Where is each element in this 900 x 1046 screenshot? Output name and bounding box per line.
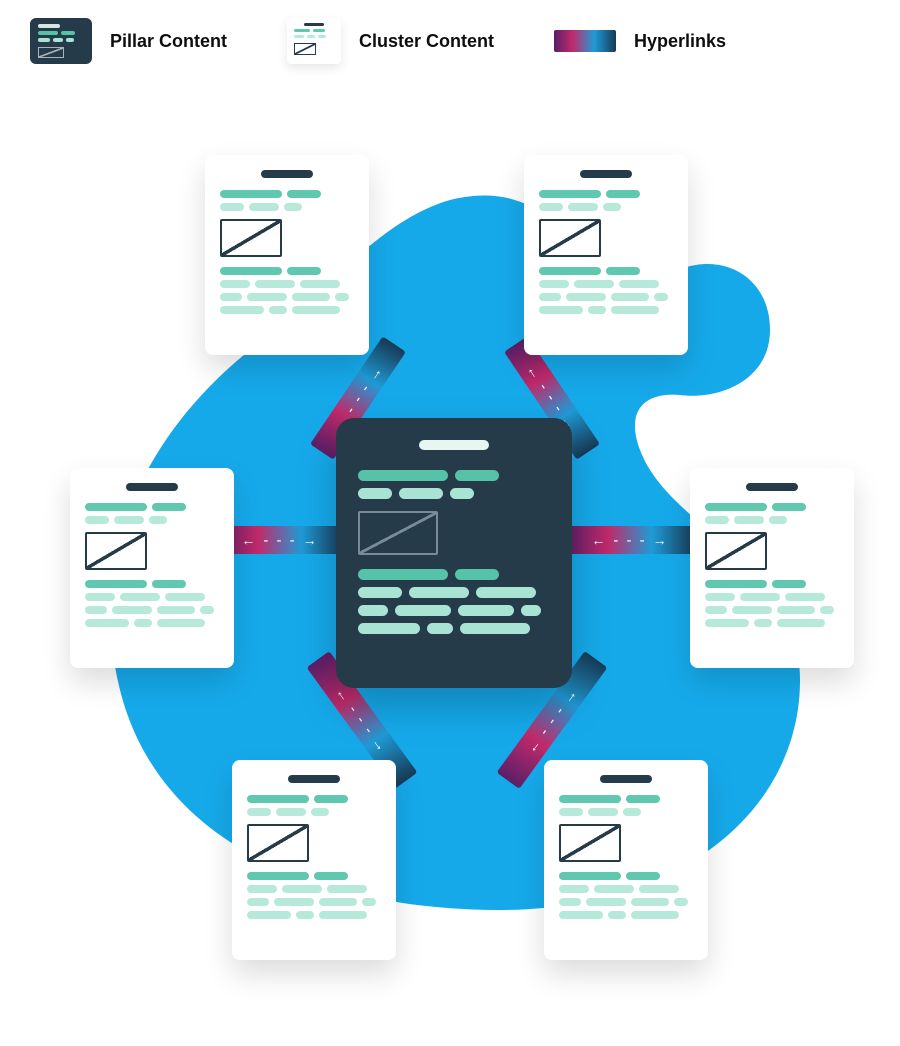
cluster-node	[524, 155, 688, 355]
cluster-node	[232, 760, 396, 960]
legend-item-cluster: Cluster Content	[287, 18, 494, 64]
image-placeholder-icon	[247, 824, 309, 862]
cluster-node	[544, 760, 708, 960]
pillar-node	[336, 418, 572, 688]
cluster-node	[690, 468, 854, 668]
image-placeholder-icon	[539, 219, 601, 257]
image-placeholder-icon	[220, 219, 282, 257]
legend-label-cluster: Cluster Content	[359, 31, 494, 52]
pillar-content-icon	[30, 18, 92, 64]
image-placeholder-icon	[358, 511, 438, 555]
diagram: ←- - -→ ←- - -→ ←- - -→ ←- - -→ ←- - -→ …	[0, 0, 900, 1046]
legend-item-pillar: Pillar Content	[30, 18, 227, 64]
hyperlink-icon	[554, 30, 616, 52]
legend-label-pillar: Pillar Content	[110, 31, 227, 52]
hyperlink-edge: ←- - -→	[215, 526, 345, 554]
cluster-content-icon	[287, 18, 341, 64]
cluster-node	[205, 155, 369, 355]
hyperlink-edge: ←- - -→	[565, 526, 695, 554]
image-placeholder-icon	[85, 532, 147, 570]
image-placeholder-icon	[705, 532, 767, 570]
legend-item-hyperlinks: Hyperlinks	[554, 30, 726, 52]
cluster-node	[70, 468, 234, 668]
legend: Pillar Content Cluster Content Hyperlink…	[30, 18, 726, 64]
legend-label-hyperlinks: Hyperlinks	[634, 31, 726, 52]
image-placeholder-icon	[559, 824, 621, 862]
